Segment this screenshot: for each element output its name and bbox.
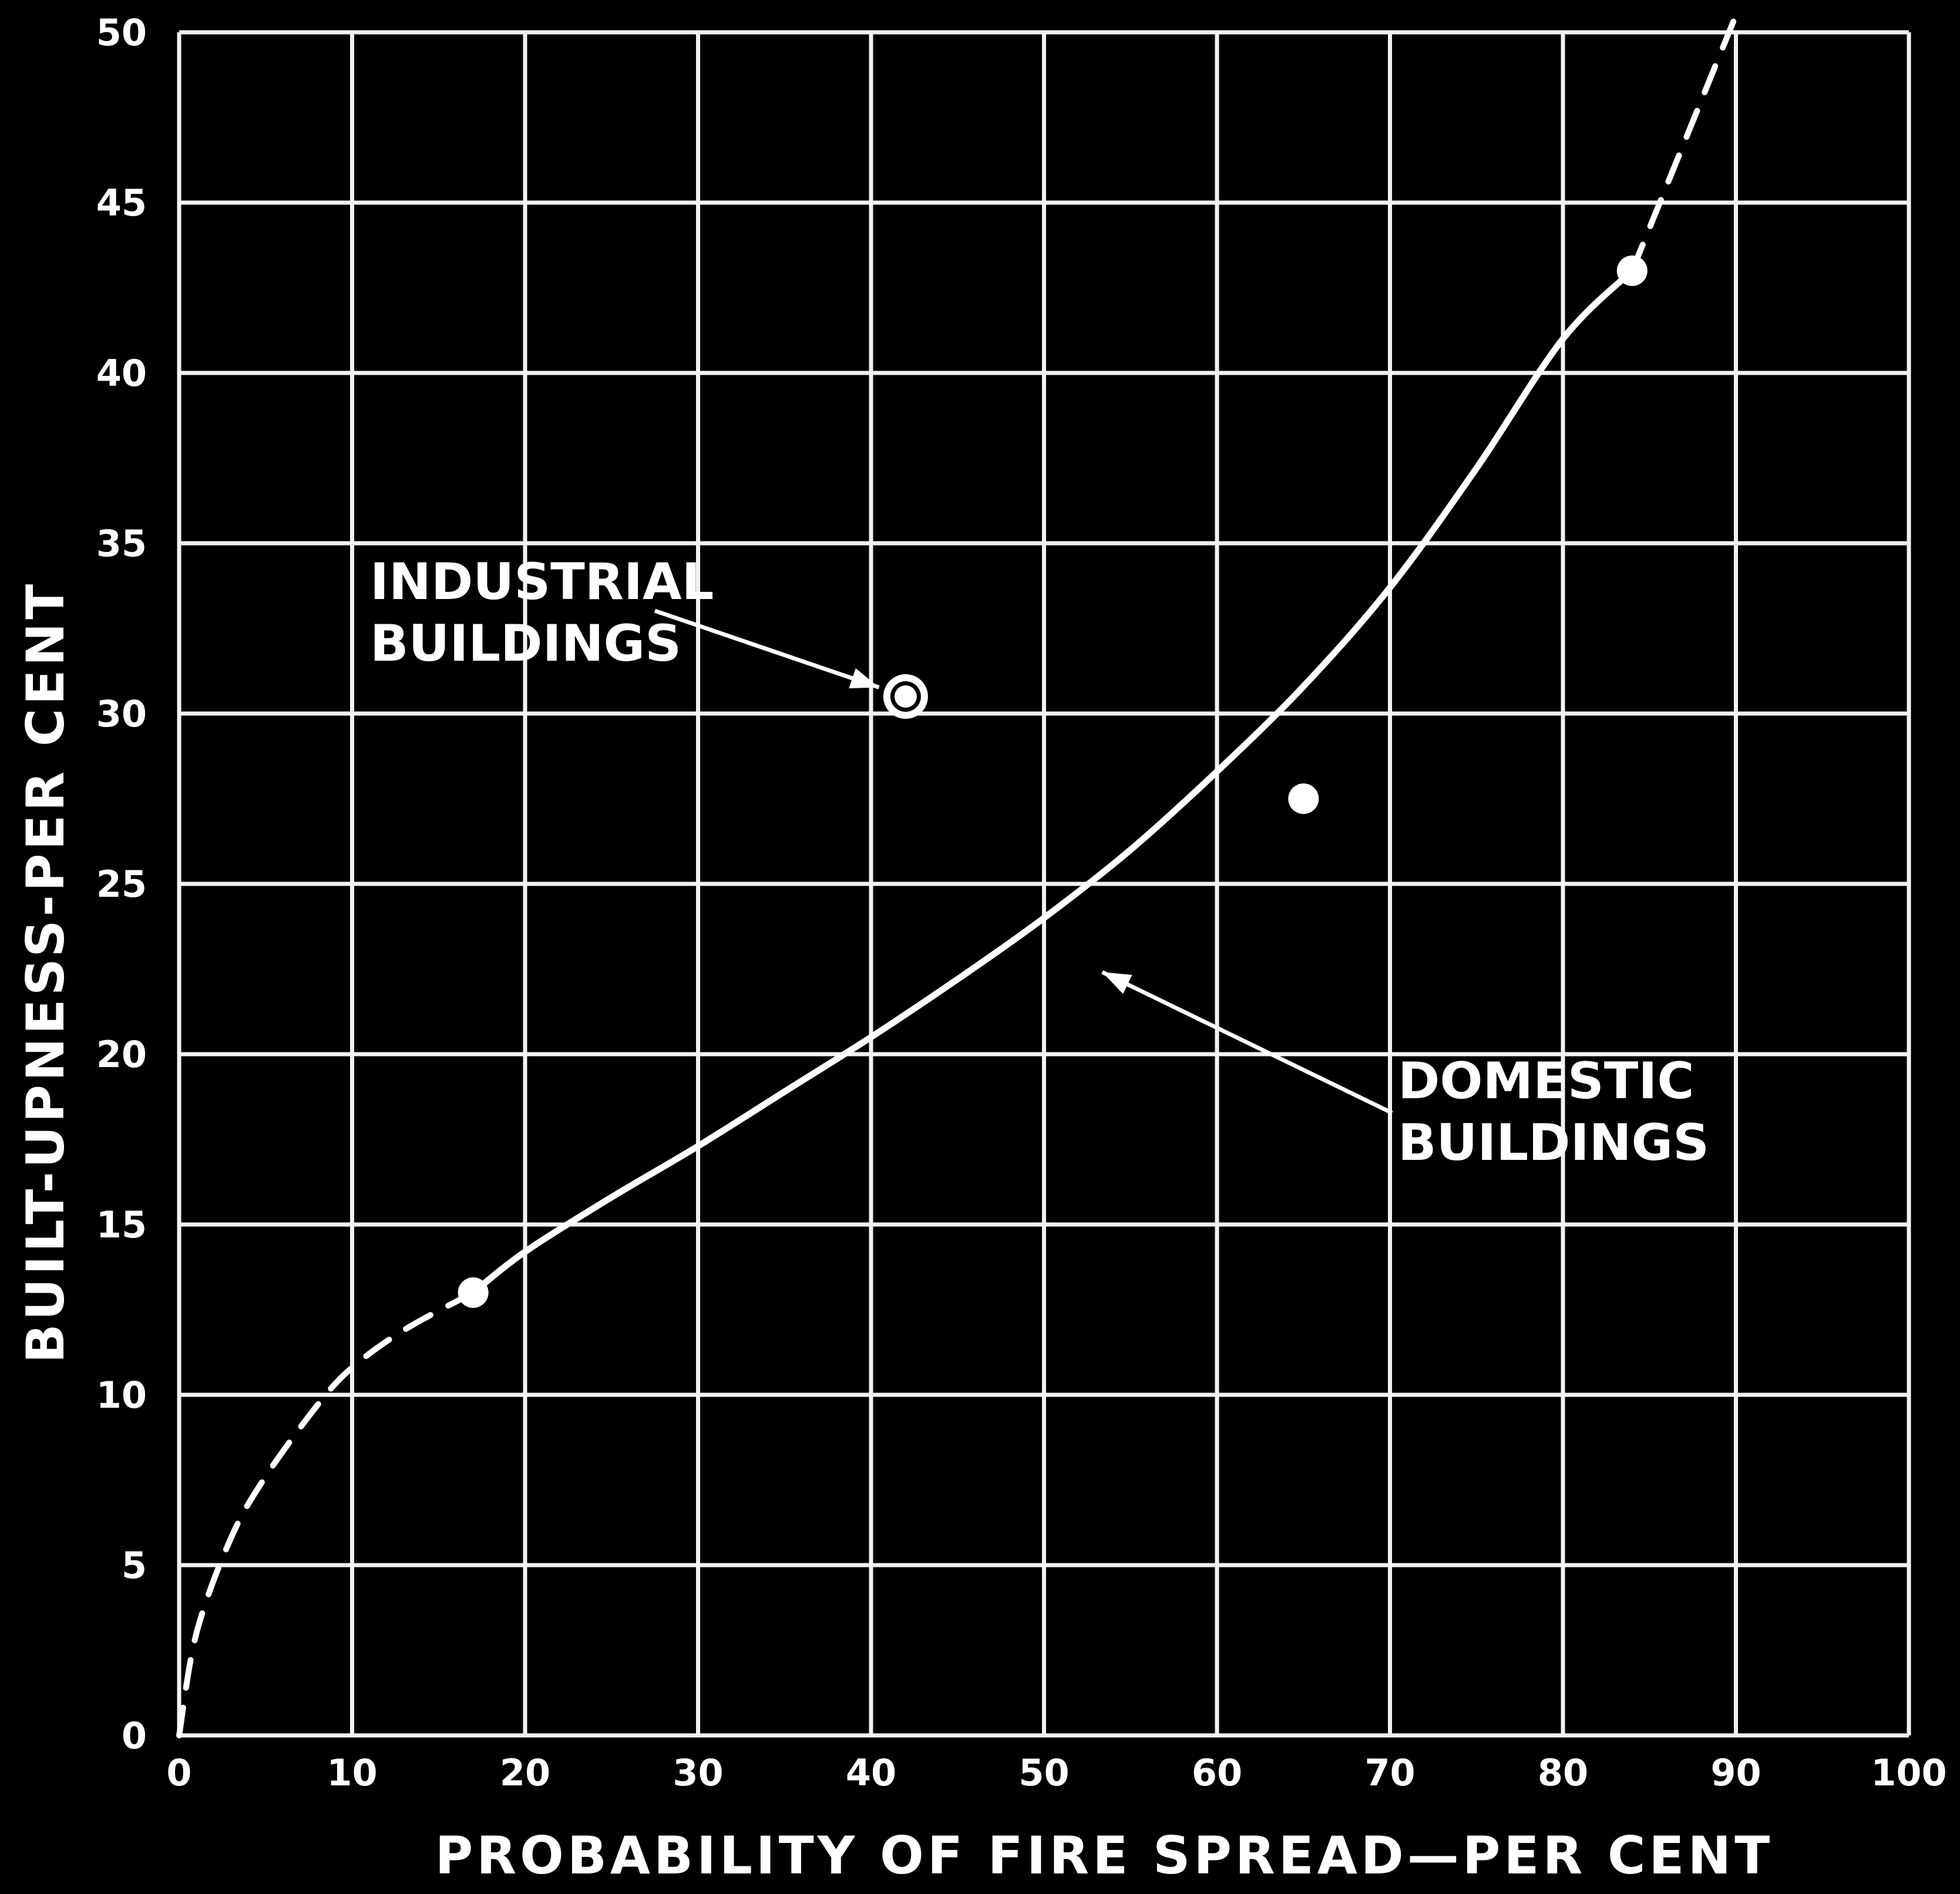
annotation-arrowhead xyxy=(1102,972,1132,994)
grid xyxy=(177,30,1911,1738)
x-tick-label: 0 xyxy=(166,1751,191,1794)
x-tick-label: 30 xyxy=(673,1751,723,1794)
annotation-label: BUILDINGS xyxy=(370,614,681,673)
curves xyxy=(176,12,1739,1738)
x-tick-label: 100 xyxy=(1871,1751,1946,1794)
annotation-label: BUILDINGS xyxy=(1398,1113,1709,1172)
x-tick-label: 20 xyxy=(500,1751,550,1794)
x-tick-label: 50 xyxy=(1018,1751,1069,1794)
y-tick-label: 10 xyxy=(96,1374,147,1417)
annotation-pointer xyxy=(1101,970,1393,1115)
x-tick-label: 70 xyxy=(1364,1751,1415,1794)
annotation-pointer xyxy=(654,608,880,689)
data-point-marker xyxy=(458,1277,489,1308)
y-tick-label: 45 xyxy=(96,181,147,224)
x-axis-label: PROBABILITY OF FIRE SPREAD—PER CENT xyxy=(435,1825,1773,1886)
y-tick-label: 40 xyxy=(96,352,147,395)
x-tick-label: 80 xyxy=(1538,1751,1588,1794)
y-tick-label: 50 xyxy=(96,11,147,54)
tick-labels: 0 10 20 30 40 50 60 70 80 90 100 0 5 10 15 20 25 30 35 40 45… xyxy=(96,11,1947,1794)
y-tick-label: 30 xyxy=(96,692,147,735)
y-tick-label: 25 xyxy=(96,863,147,906)
data-point-marker xyxy=(1616,255,1648,286)
annotation-arrowhead xyxy=(849,668,879,688)
x-tick-label: 90 xyxy=(1710,1751,1761,1794)
dashed-curve-segment xyxy=(176,1290,476,1738)
industrial-buildings-marker-center xyxy=(894,685,917,708)
x-tick-label: 60 xyxy=(1192,1751,1242,1794)
domestic-buildings-curve xyxy=(470,267,1636,1296)
annotation-label: DOMESTIC xyxy=(1398,1052,1695,1111)
y-tick-label: 0 xyxy=(122,1714,147,1757)
y-axis-label: BUILT-UPNESS-PER CENT xyxy=(15,581,76,1364)
data-point-marker xyxy=(1288,783,1319,814)
y-tick-label: 15 xyxy=(96,1203,147,1246)
x-tick-label: 40 xyxy=(846,1751,896,1794)
y-tick-label: 5 xyxy=(122,1544,147,1587)
y-tick-label: 20 xyxy=(96,1033,147,1076)
markers xyxy=(458,255,1648,1308)
annotation-label: INDUSTRIAL xyxy=(370,553,714,611)
x-tick-label: 10 xyxy=(327,1751,377,1794)
y-tick-label: 35 xyxy=(96,522,147,565)
